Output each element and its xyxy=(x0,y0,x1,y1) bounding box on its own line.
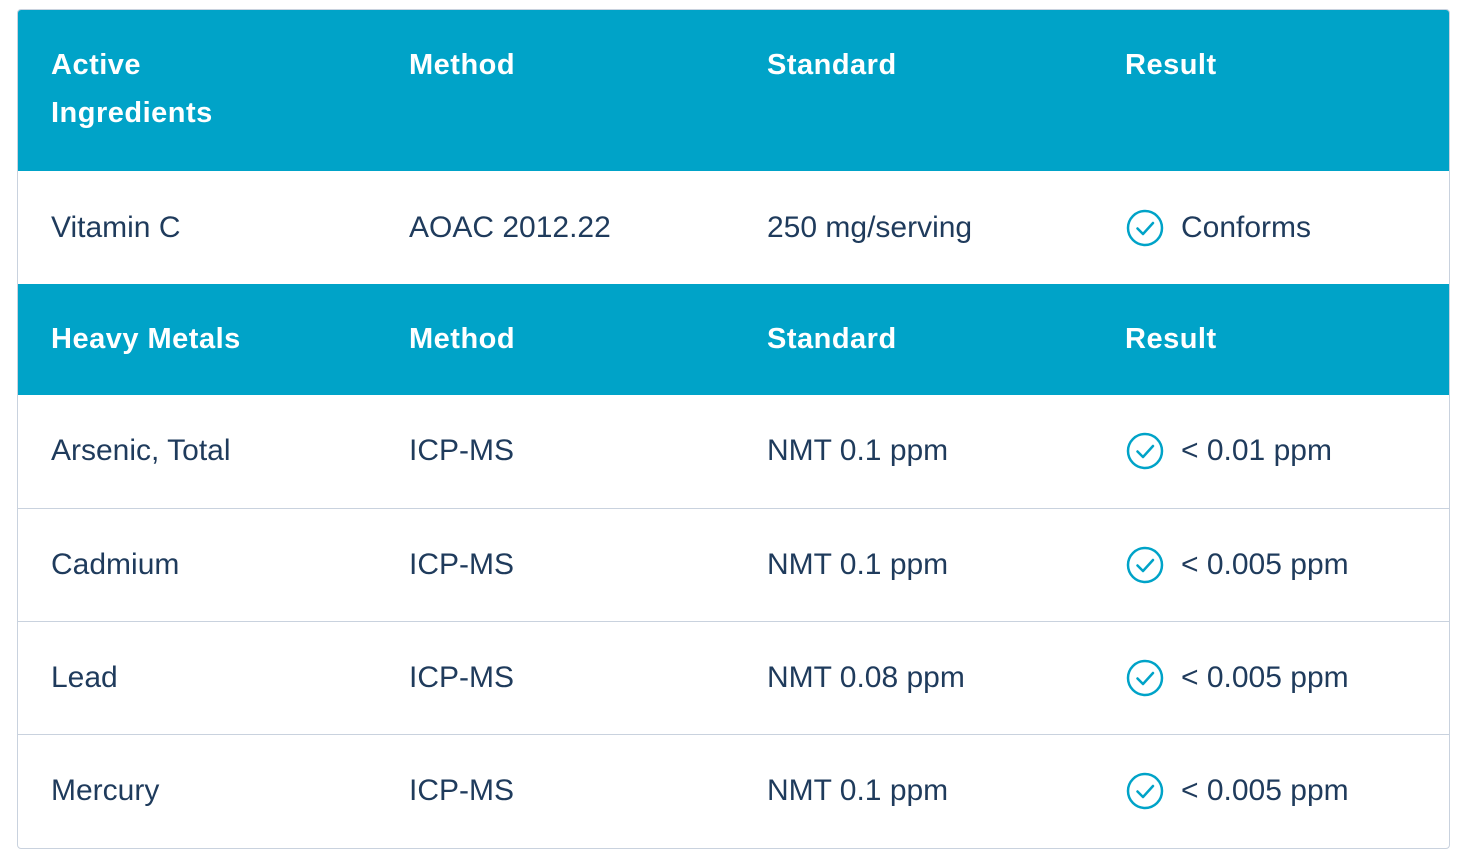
header-text: Standard xyxy=(767,49,897,81)
check-icon xyxy=(1126,433,1164,470)
cell: NMT 0.1 ppm xyxy=(734,507,1092,621)
cell-text: Mercury xyxy=(51,773,160,807)
header-cell: Method xyxy=(376,284,734,395)
cell: AOAC 2012.22 xyxy=(376,171,734,284)
header-cell: Standard xyxy=(734,10,1092,171)
cell-text: ICP-MS xyxy=(409,434,514,468)
cell: 250 mg/serving xyxy=(734,171,1092,284)
header-text: Active Ingredients xyxy=(51,49,213,129)
cell: NMT 0.1 ppm xyxy=(734,733,1092,847)
data-row: Cadmium ICP-MS NMT 0.1 ppm < 0.005 ppm xyxy=(18,507,1449,621)
result: < 0.005 ppm xyxy=(1125,771,1417,811)
cell-text: Vitamin C xyxy=(51,210,181,244)
cell: Arsenic, Total xyxy=(18,395,376,508)
result: < 0.005 ppm xyxy=(1125,658,1417,698)
header-cell: Standard xyxy=(734,284,1092,395)
result-text: < 0.01 ppm xyxy=(1181,434,1332,468)
cell: ICP-MS xyxy=(376,395,734,508)
cell-text: NMT 0.1 ppm xyxy=(767,547,949,581)
cell: < 0.005 ppm xyxy=(1092,733,1449,847)
check-icon xyxy=(1126,659,1164,696)
check-icon xyxy=(1126,772,1164,809)
cell: Cadmium xyxy=(18,507,376,621)
cell-text: AOAC 2012.22 xyxy=(409,210,611,244)
data-row: Lead ICP-MS NMT 0.08 ppm < 0.005 ppm xyxy=(18,620,1449,734)
cell: NMT 0.1 ppm xyxy=(734,395,1092,508)
header-text: Result xyxy=(1125,49,1217,81)
cell-text: Lead xyxy=(51,660,118,694)
cell-text: Arsenic, Total xyxy=(51,434,231,468)
header-cell: Result xyxy=(1092,284,1449,395)
result-text: < 0.005 ppm xyxy=(1181,547,1349,581)
header-text: Method xyxy=(409,323,516,355)
cell-text: Cadmium xyxy=(51,547,180,581)
cell-text: 250 mg/serving xyxy=(767,210,973,244)
cell: Lead xyxy=(18,620,376,734)
header-row: Active Ingredients Method Standard Result xyxy=(18,10,1449,171)
cell: ICP-MS xyxy=(376,733,734,847)
header-cell: Method xyxy=(376,10,734,171)
header-cell: Heavy Metals xyxy=(18,284,376,395)
cell-text: NMT 0.1 ppm xyxy=(767,434,949,468)
header-cell: Active Ingredients xyxy=(18,10,376,171)
header-text: Standard xyxy=(767,323,897,355)
header-text: Method xyxy=(409,49,516,81)
header-row: Heavy Metals Method Standard Result xyxy=(18,284,1449,395)
result-text: Conforms xyxy=(1181,210,1312,244)
result: < 0.01 ppm xyxy=(1125,431,1417,471)
cell: Vitamin C xyxy=(18,171,376,284)
data-row: Mercury ICP-MS NMT 0.1 ppm < 0.005 ppm xyxy=(18,733,1449,847)
cell: Conforms xyxy=(1092,171,1449,284)
result-text: < 0.005 ppm xyxy=(1181,773,1349,807)
table: Active Ingredients Method Standard Result Vi… xyxy=(18,10,1449,847)
cell: ICP-MS xyxy=(376,620,734,734)
results-table: Active Ingredients Method Standard Result Vi… xyxy=(17,9,1450,849)
check-icon xyxy=(1126,546,1164,583)
cell: < 0.005 ppm xyxy=(1092,620,1449,734)
result: < 0.005 ppm xyxy=(1125,545,1417,585)
cell-text: NMT 0.08 ppm xyxy=(767,660,965,694)
header-text: Result xyxy=(1125,323,1217,355)
cell-text: NMT 0.1 ppm xyxy=(767,773,949,807)
data-row: Vitamin C AOAC 2012.22 250 mg/serving Confo… xyxy=(18,171,1449,284)
result-text: < 0.005 ppm xyxy=(1181,660,1349,694)
cell-text: ICP-MS xyxy=(409,773,514,807)
check-icon xyxy=(1126,209,1164,246)
header-text: Heavy Metals xyxy=(51,323,241,355)
header-cell: Result xyxy=(1092,10,1449,171)
cell: < 0.01 ppm xyxy=(1092,395,1449,508)
cell-text: ICP-MS xyxy=(409,660,514,694)
cell: Mercury xyxy=(18,733,376,847)
data-row: Arsenic, Total ICP-MS NMT 0.1 ppm < 0.01 pp… xyxy=(18,395,1449,508)
result: Conforms xyxy=(1125,208,1417,248)
cell: ICP-MS xyxy=(376,507,734,621)
cell: NMT 0.08 ppm xyxy=(734,620,1092,734)
cell: < 0.005 ppm xyxy=(1092,507,1449,621)
cell-text: ICP-MS xyxy=(409,547,514,581)
